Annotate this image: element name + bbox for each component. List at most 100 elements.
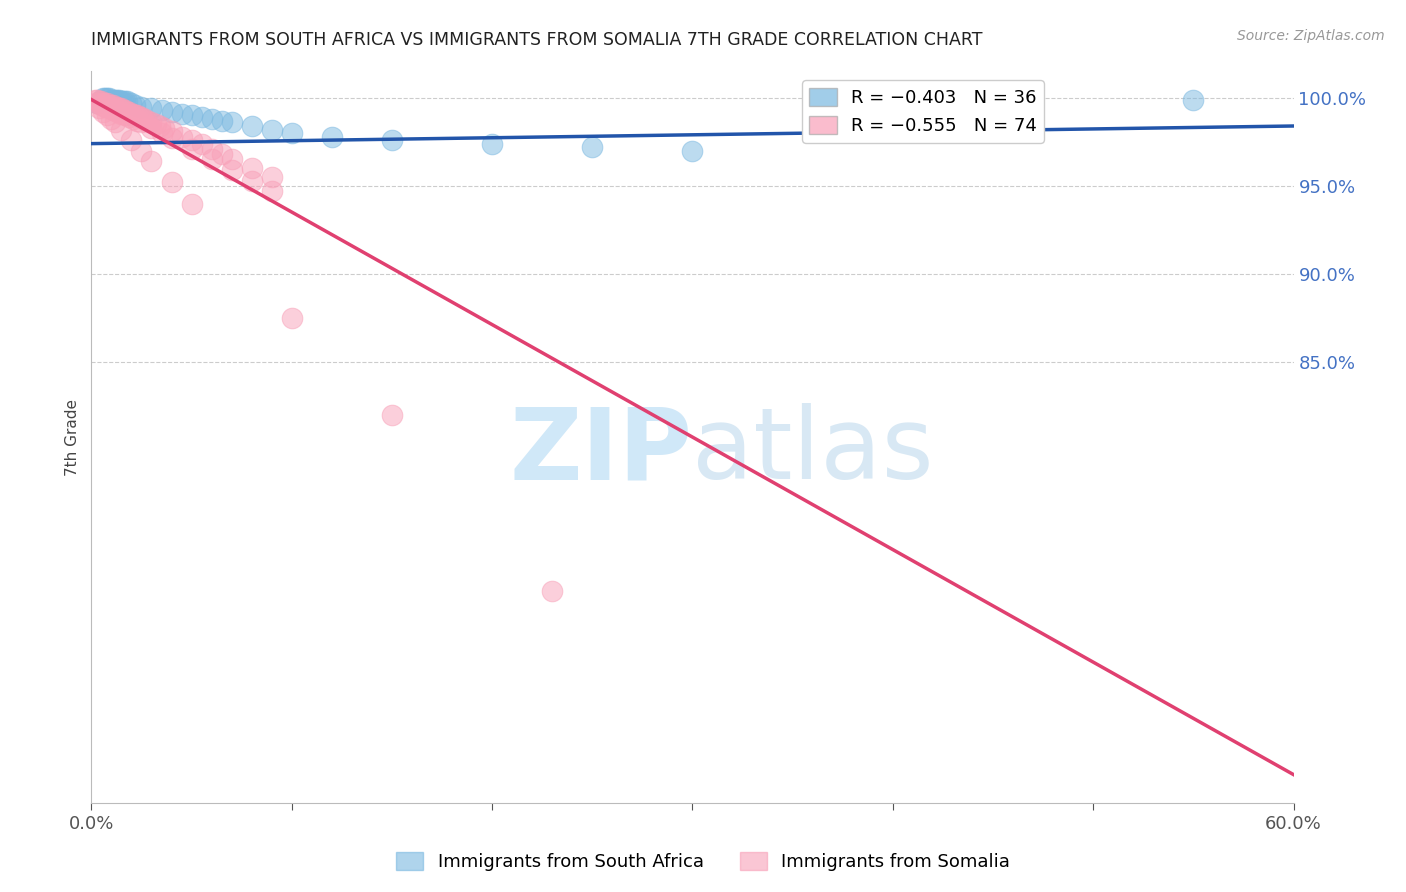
Point [141, 101, 163, 115]
Point [141, 115, 163, 129]
Point [211, 113, 233, 128]
Point [89, 101, 111, 115]
Point [381, 133, 404, 147]
Point [114, 103, 136, 117]
Point [103, 103, 125, 117]
Point [180, 196, 202, 211]
Point [240, 119, 263, 133]
Point [150, 103, 173, 117]
Point [114, 95, 136, 109]
Point [541, 584, 564, 599]
Point [321, 129, 343, 144]
Point [104, 115, 127, 129]
Point [581, 140, 603, 154]
Point [145, 117, 167, 131]
Point [90, 98, 112, 112]
Point [117, 104, 139, 119]
Point [481, 136, 503, 151]
Point [201, 112, 224, 126]
Point [681, 144, 703, 158]
Point [122, 112, 145, 126]
Point [148, 119, 170, 133]
Point [93, 104, 115, 119]
Point [104, 93, 127, 107]
Text: IMMIGRANTS FROM SOUTH AFRICA VS IMMIGRANTS FROM SOMALIA 7TH GRADE CORRELATION CH: IMMIGRANTS FROM SOUTH AFRICA VS IMMIGRAN… [91, 31, 983, 49]
Point [100, 98, 122, 112]
Point [90, 95, 112, 109]
Point [201, 153, 224, 167]
Point [131, 100, 153, 114]
Point [128, 110, 150, 124]
Text: ZIP: ZIP [509, 403, 692, 500]
Legend: Immigrants from South Africa, Immigrants from Somalia: Immigrants from South Africa, Immigrants… [388, 845, 1018, 879]
Point [131, 115, 153, 129]
Point [127, 108, 149, 122]
Point [281, 126, 304, 140]
Point [1182, 93, 1205, 107]
Point [84, 93, 107, 107]
Point [160, 175, 183, 189]
Point [160, 124, 183, 138]
Point [103, 98, 125, 112]
Point [124, 98, 146, 112]
Point [112, 103, 135, 117]
Y-axis label: 7th Grade: 7th Grade [65, 399, 80, 475]
Point [180, 133, 202, 147]
Point [90, 95, 112, 109]
Point [150, 126, 173, 140]
Point [131, 110, 153, 124]
Point [260, 170, 283, 185]
Text: Source: ZipAtlas.com: Source: ZipAtlas.com [1237, 29, 1385, 43]
Point [110, 122, 132, 136]
Point [94, 91, 117, 105]
Point [132, 112, 155, 126]
Point [121, 133, 143, 147]
Point [104, 100, 127, 114]
Point [107, 104, 129, 119]
Point [94, 100, 117, 114]
Point [260, 184, 283, 198]
Point [93, 96, 115, 111]
Point [110, 95, 132, 109]
Point [107, 93, 129, 107]
Point [96, 108, 118, 122]
Point [98, 91, 121, 105]
Point [98, 98, 121, 112]
Point [180, 142, 202, 156]
Point [110, 106, 132, 120]
Point [93, 91, 115, 105]
Point [141, 154, 163, 169]
Point [117, 95, 139, 109]
Point [122, 106, 145, 120]
Point [281, 311, 304, 326]
Point [98, 101, 121, 115]
Point [152, 120, 174, 135]
Point [240, 174, 263, 188]
Point [381, 408, 404, 422]
Point [100, 112, 122, 126]
Point [89, 95, 111, 109]
Point [112, 95, 135, 109]
Point [170, 106, 193, 120]
Point [134, 112, 156, 126]
Legend: R = −0.403   N = 36, R = −0.555   N = 74: R = −0.403 N = 36, R = −0.555 N = 74 [803, 80, 1045, 143]
Point [96, 96, 118, 111]
Point [127, 113, 149, 128]
Point [108, 101, 131, 115]
Point [180, 108, 202, 122]
Point [107, 100, 129, 114]
Point [100, 93, 122, 107]
Point [240, 161, 263, 176]
Point [170, 129, 193, 144]
Point [260, 122, 283, 136]
Point [190, 136, 212, 151]
Point [136, 113, 159, 128]
Point [221, 163, 243, 178]
Point [114, 108, 136, 122]
Point [103, 93, 125, 107]
Point [201, 142, 224, 156]
Point [108, 93, 131, 107]
Point [86, 96, 108, 111]
Point [160, 131, 183, 145]
Point [221, 115, 243, 129]
